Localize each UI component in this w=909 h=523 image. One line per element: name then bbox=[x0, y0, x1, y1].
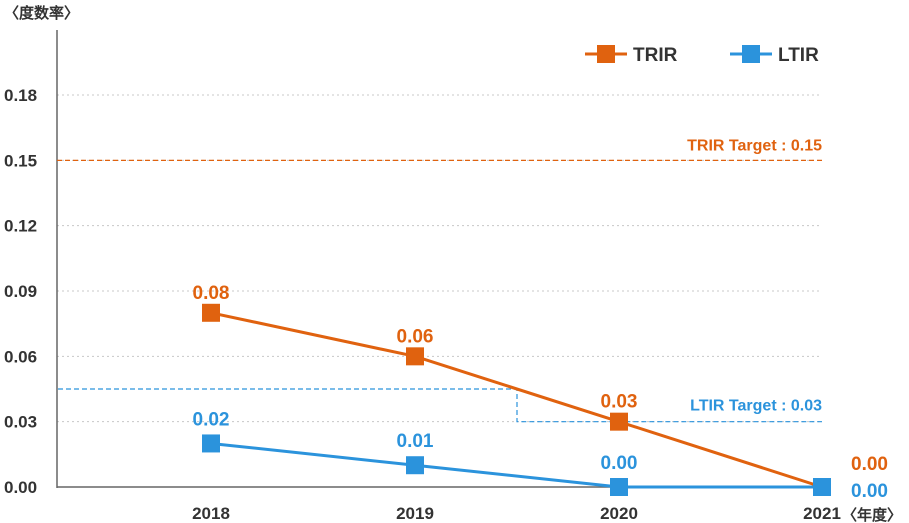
trir-data-label: 0.08 bbox=[193, 283, 230, 304]
ltir-marker bbox=[813, 478, 831, 496]
ltir-target-label: LTIR Target : 0.03 bbox=[690, 398, 822, 415]
trir-marker bbox=[610, 412, 628, 431]
ltir-marker bbox=[202, 434, 220, 453]
trir-data-label: 0.00 bbox=[851, 454, 888, 475]
trir-data-label: 0.03 bbox=[601, 392, 638, 413]
ltir-marker bbox=[610, 478, 628, 496]
legend-trir-marker bbox=[597, 45, 615, 63]
ltir-data-label: 0.00 bbox=[601, 453, 638, 474]
y-tick-label: 0.09 bbox=[4, 282, 37, 301]
y-tick-label: 0.12 bbox=[4, 217, 37, 236]
ltir-target-line bbox=[58, 388, 822, 423]
legend: TRIR LTIR bbox=[585, 45, 819, 66]
trir-line bbox=[210, 311, 823, 489]
series: 0.08 0.06 0.03 0.00 0.02 0.01 0.00 0.00 bbox=[193, 283, 888, 502]
trir-target-label: TRIR Target : 0.15 bbox=[687, 137, 822, 154]
x-tick-label: 2021 bbox=[803, 504, 841, 523]
x-tick-label: 2018 bbox=[192, 504, 230, 523]
legend-ltir-label: LTIR bbox=[778, 45, 819, 66]
ltir-data-label: 0.02 bbox=[193, 409, 230, 430]
ltir-data-label: 0.00 bbox=[851, 481, 888, 502]
y-tick-label: 0.03 bbox=[4, 413, 37, 432]
target-lines: TRIR Target : 0.15 LTIR Target : 0.03 bbox=[57, 137, 822, 423]
y-tick-label: 0.00 bbox=[4, 478, 37, 497]
x-tick-label: 2020 bbox=[600, 504, 638, 523]
trir-marker bbox=[202, 303, 220, 322]
y-tick-labels: 0.00 0.03 0.06 0.09 0.12 0.15 0.18 bbox=[4, 86, 37, 497]
y-tick-label: 0.06 bbox=[4, 347, 37, 366]
legend-ltir-marker bbox=[742, 45, 760, 63]
trir-marker bbox=[406, 347, 424, 366]
axes bbox=[56, 30, 826, 488]
y-axis-unit-label: 〈度数率〉 bbox=[4, 4, 79, 22]
trir-data-label: 0.06 bbox=[397, 326, 434, 347]
x-tick-labels: 2018 2019 2020 2021 bbox=[192, 504, 841, 523]
ltir-data-label: 0.01 bbox=[397, 431, 434, 452]
y-tick-label: 0.18 bbox=[4, 86, 37, 105]
ltir-marker bbox=[406, 456, 424, 475]
x-tick-label: 2019 bbox=[396, 504, 434, 523]
ltir-line bbox=[210, 441, 822, 489]
x-axis-unit-label: 〈年度〉 bbox=[842, 506, 902, 523]
legend-trir-label: TRIR bbox=[633, 45, 678, 66]
y-tick-label: 0.15 bbox=[4, 151, 37, 170]
